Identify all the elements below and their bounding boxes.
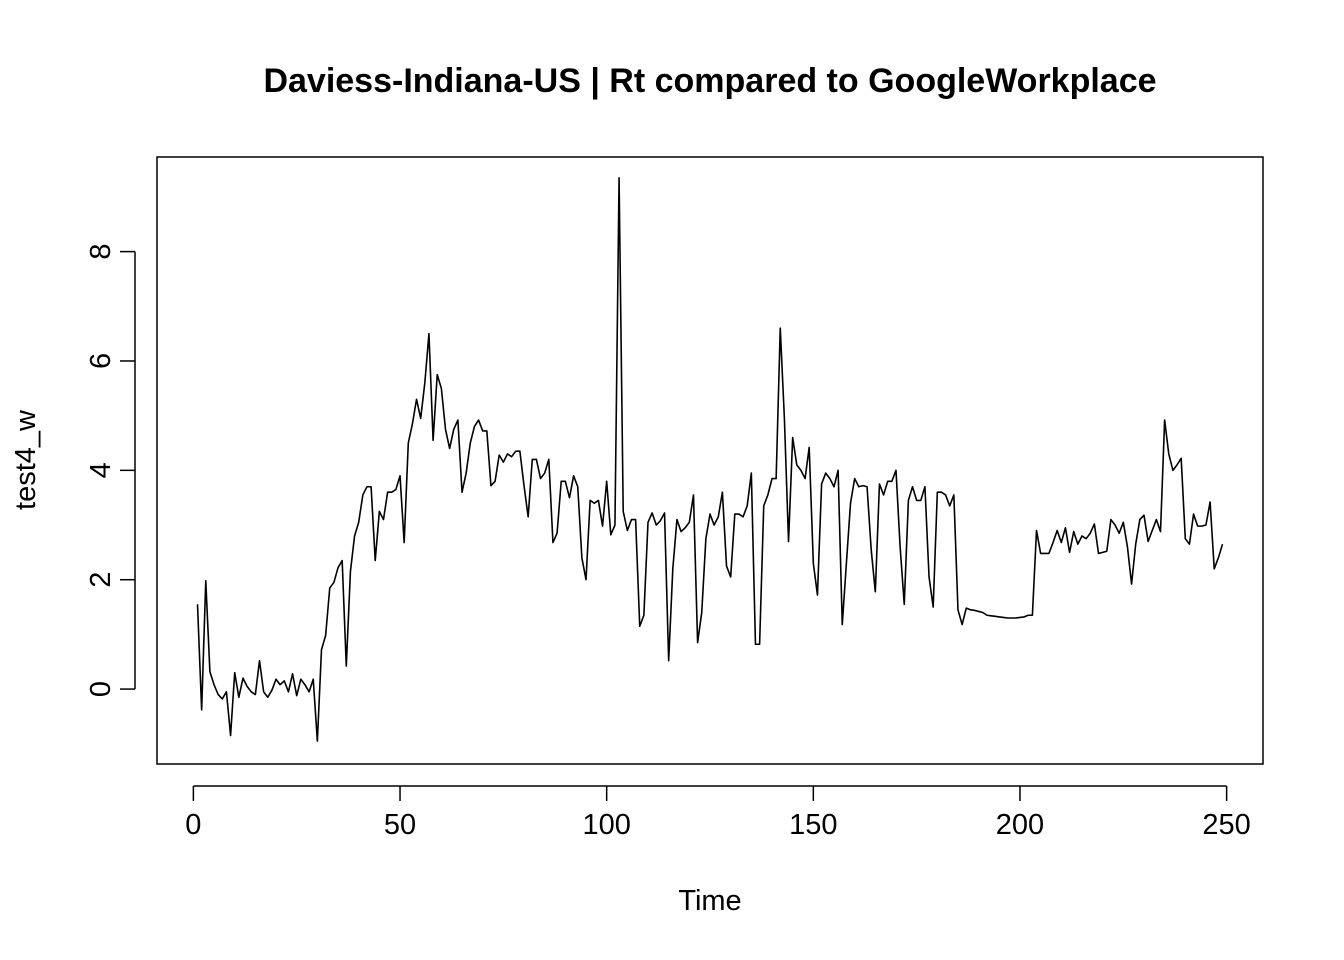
- x-tick-label: 100: [582, 809, 630, 841]
- x-tick-label: 50: [384, 809, 416, 841]
- y-axis: 0 2 4 6 8: [85, 244, 136, 697]
- chart-title: Daviess-Indiana-US | Rt compared to Goog…: [263, 62, 1156, 100]
- y-tick-label: 2: [85, 572, 117, 588]
- y-tick-label: 4: [85, 462, 117, 478]
- x-tick-label: 250: [1202, 809, 1250, 841]
- y-tick-label: 0: [85, 681, 117, 697]
- x-tick-label: 0: [185, 809, 201, 841]
- x-tick-label: 150: [789, 809, 837, 841]
- x-axis-title: Time: [678, 885, 741, 917]
- plot-frame: [156, 156, 1264, 765]
- x-axis: 0 50 100 150 200 250: [185, 785, 1251, 841]
- x-tick-label: 200: [996, 809, 1044, 841]
- series-line: [196, 176, 1224, 742]
- y-tick-label: 6: [85, 353, 117, 369]
- y-tick-label: 8: [85, 244, 117, 260]
- y-axis-title: test4_w: [10, 409, 42, 510]
